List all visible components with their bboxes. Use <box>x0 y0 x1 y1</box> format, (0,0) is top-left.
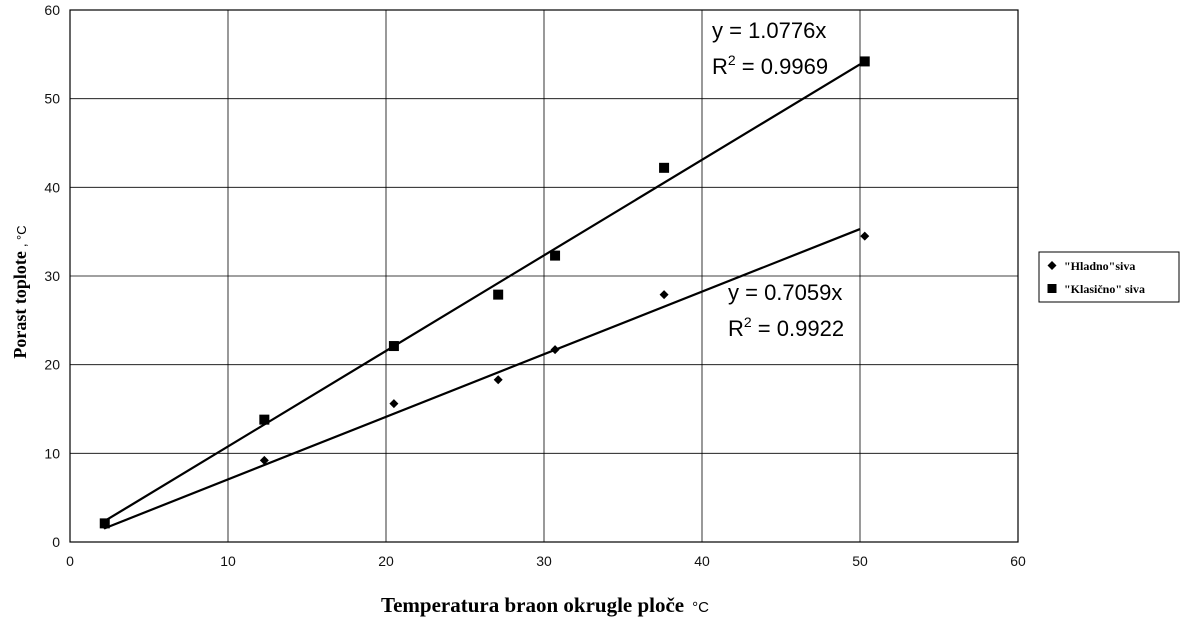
data-point-diamond <box>659 290 669 300</box>
data-point-diamond <box>493 375 503 385</box>
x-tick-label: 60 <box>1010 553 1026 569</box>
data-point-diamond <box>860 231 870 241</box>
legend-marker-hladno <box>1047 261 1057 270</box>
x-tick-label: 0 <box>66 553 74 569</box>
equation-label-klasicno: y = 1.0776x <box>712 18 826 43</box>
data-point-diamond <box>389 399 399 409</box>
data-point-square <box>493 289 504 300</box>
trendlines <box>104 63 861 530</box>
y-tick-label: 40 <box>44 179 60 195</box>
legend-box <box>1038 251 1180 303</box>
plot-area <box>69 9 1019 543</box>
trendline-series-1 <box>104 63 861 522</box>
x-tick-label: 10 <box>220 553 236 569</box>
data-point-square <box>659 162 670 173</box>
r2-label-hladno: R2 = 0.9922 <box>728 314 844 341</box>
y-axis-ticks: 0 10 20 30 40 50 60 <box>44 2 60 550</box>
data-point-square <box>859 56 870 67</box>
x-axis-title: Temperatura braon okrugle ploče °C <box>381 593 709 617</box>
x-axis-ticks: 0 10 20 30 40 50 60 <box>66 553 1026 569</box>
x-tick-label: 40 <box>694 553 710 569</box>
trendline-series-0 <box>104 228 861 530</box>
legend-entry-hladno: "Hladno"siva <box>1064 259 1135 273</box>
equation-label-hladno: y = 0.7059x <box>728 280 842 305</box>
y-tick-label: 50 <box>44 91 60 107</box>
y-tick-label: 30 <box>44 268 60 284</box>
x-tick-label: 20 <box>378 553 394 569</box>
x-tick-label: 30 <box>536 553 552 569</box>
legend-marker-klasicno <box>1047 284 1057 293</box>
x-tick-label: 50 <box>852 553 868 569</box>
y-tick-label: 60 <box>44 2 60 18</box>
data-points <box>99 56 870 530</box>
y-axis-title: Porast toplote, °C <box>10 225 30 358</box>
r2-label-klasicno: R2 = 0.9969 <box>712 52 828 79</box>
data-point-square <box>99 518 110 529</box>
legend: "Hladno"siva "Klasično" siva <box>1038 251 1180 303</box>
data-point-diamond <box>550 345 560 355</box>
gridlines <box>70 10 1018 542</box>
data-point-square <box>259 414 270 425</box>
data-point-square <box>388 341 399 352</box>
y-tick-label: 0 <box>52 534 60 550</box>
data-point-square <box>550 250 561 261</box>
legend-entry-klasicno: "Klasično" siva <box>1064 282 1145 296</box>
data-point-diamond <box>259 455 269 465</box>
y-tick-label: 10 <box>44 445 60 461</box>
y-tick-label: 20 <box>44 357 60 373</box>
